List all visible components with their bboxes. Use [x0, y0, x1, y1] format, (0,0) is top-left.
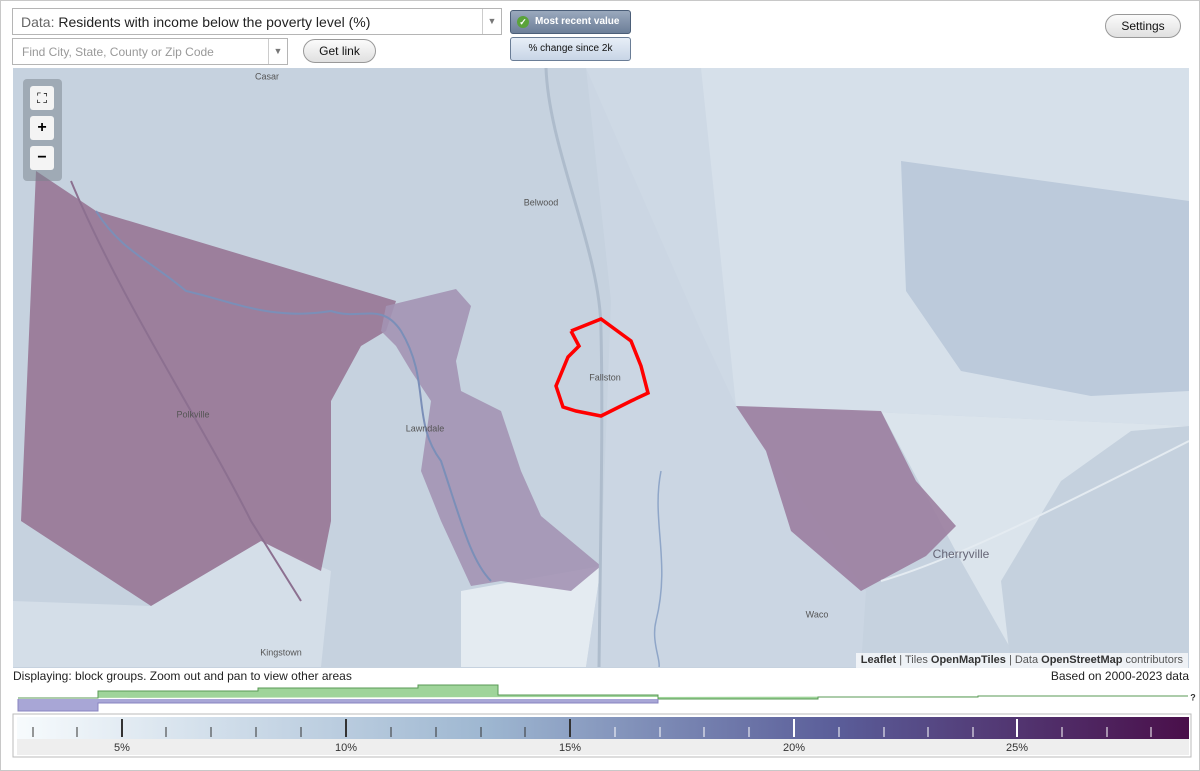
map[interactable]: Casar Belwood Fallston Polkville Lawndal… [13, 68, 1189, 668]
place-label: Polkville [176, 409, 209, 419]
most-recent-button[interactable]: ✓ Most recent value [510, 10, 631, 34]
region-mid [901, 161, 1189, 396]
attribution: Leaflet | Tiles OpenMapTiles | Data Open… [855, 653, 1188, 668]
zoom-control: ⛶ + − [23, 79, 62, 181]
dropdown-arrow: ▼ [268, 39, 287, 64]
scale-label: 15% [559, 742, 581, 754]
region-high [21, 171, 396, 606]
place-labels: Casar Belwood Fallston Polkville Lawndal… [176, 71, 989, 657]
place-label: Belwood [524, 197, 559, 207]
data-value: Residents with income below the poverty … [58, 14, 371, 30]
place-label: Cherryville [933, 547, 990, 561]
scale-ticks [614, 719, 1152, 737]
place-label: Kingstown [260, 647, 302, 657]
scale-label: 20% [783, 742, 805, 754]
attribution-text: | [899, 654, 903, 666]
histogram-recent [18, 684, 1188, 700]
scale-label: 10% [335, 742, 357, 754]
place-label: Fallston [589, 372, 621, 382]
region-mid [1001, 426, 1189, 667]
place-label: Casar [255, 71, 279, 81]
attribution-link[interactable]: Leaflet [860, 654, 897, 666]
road [880, 440, 1189, 582]
attribution-text: Tiles [905, 654, 928, 666]
map-layer: Casar Belwood Fallston Polkville Lawndal… [13, 68, 1189, 668]
attribution-link[interactable]: OpenMapTiles [930, 654, 1006, 666]
dropdown-arrow: ▼ [482, 9, 501, 34]
scale-label: 25% [1006, 742, 1028, 754]
river [95, 210, 492, 582]
scale-ticks [32, 719, 571, 737]
road [70, 180, 302, 602]
zoom-out-button[interactable]: − [30, 146, 54, 170]
color-scale [17, 717, 1189, 739]
label-strip [17, 739, 1189, 755]
settings-button[interactable]: Settings [1105, 14, 1181, 38]
river [653, 470, 663, 668]
based-on-text: Based on 2000-2023 data [1050, 669, 1189, 683]
region-high [736, 406, 956, 591]
fullscreen-button[interactable]: ⛶ [30, 86, 54, 110]
check-icon: ✓ [517, 16, 529, 28]
region-light [13, 541, 331, 667]
legend: 5% 10% 15% 20% 25% ? [12, 684, 1196, 758]
change-button[interactable]: % change since 2k [510, 37, 631, 61]
search-placeholder: Find City, State, County or Zip Code [22, 45, 214, 59]
selected-area[interactable] [554, 317, 651, 418]
search-box[interactable]: Find City, State, County or Zip Code ▼ [12, 38, 288, 65]
attribution-link[interactable]: OpenStreetMap [1041, 654, 1123, 666]
place-label: Waco [806, 609, 829, 619]
region-light [461, 566, 601, 667]
road [544, 68, 604, 668]
attribution-text: contributors [1125, 654, 1183, 666]
displaying-text: Displaying: block groups. Zoom out and p… [13, 669, 352, 683]
data-select[interactable]: Data: Residents with income below the po… [12, 8, 502, 35]
place-label: Lawndale [406, 423, 445, 433]
scale-label: 5% [114, 742, 130, 754]
unknown-marker[interactable]: ? [1190, 692, 1196, 702]
data-label: Data: [21, 14, 55, 30]
attribution-text: | Data [1008, 654, 1039, 666]
most-recent-label: Most recent value [535, 16, 620, 27]
get-link-button[interactable]: Get link [303, 39, 376, 63]
histogram-past [17, 699, 659, 712]
zoom-in-button[interactable]: + [30, 116, 54, 140]
scale-labels: 5% 10% 15% 20% 25% [114, 742, 1028, 754]
region-medium [381, 289, 601, 591]
